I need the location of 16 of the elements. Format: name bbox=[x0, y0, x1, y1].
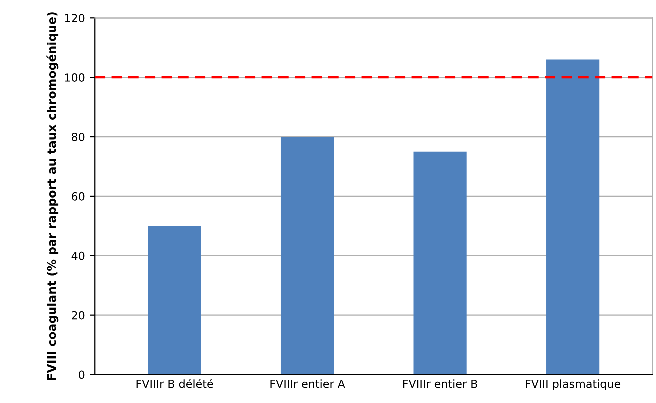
x-tick-label: FVIII plasmatique bbox=[526, 380, 621, 390]
y-tick-label: 100 bbox=[65, 74, 85, 82]
y-tick-label: 120 bbox=[65, 14, 85, 23]
y-tick-label: 80 bbox=[72, 132, 85, 142]
bar bbox=[414, 152, 467, 375]
y-tick-label: 0 bbox=[79, 370, 85, 380]
y-tick-label: 20 bbox=[72, 311, 85, 320]
x-tick-label: FVIIIr B délété bbox=[136, 379, 214, 388]
bar bbox=[148, 226, 202, 375]
y-tick-label: 40 bbox=[72, 252, 85, 260]
bar bbox=[546, 60, 600, 375]
x-tick-label: FVIIIr entier A bbox=[270, 380, 346, 388]
x-tick-label: FVIIIr entier B bbox=[403, 380, 478, 388]
y-tick-label: 60 bbox=[72, 192, 85, 201]
bar bbox=[280, 137, 334, 375]
y-axis-title: FVIII coagulant (% par rapport au taux chromogénique) bbox=[46, 12, 59, 380]
